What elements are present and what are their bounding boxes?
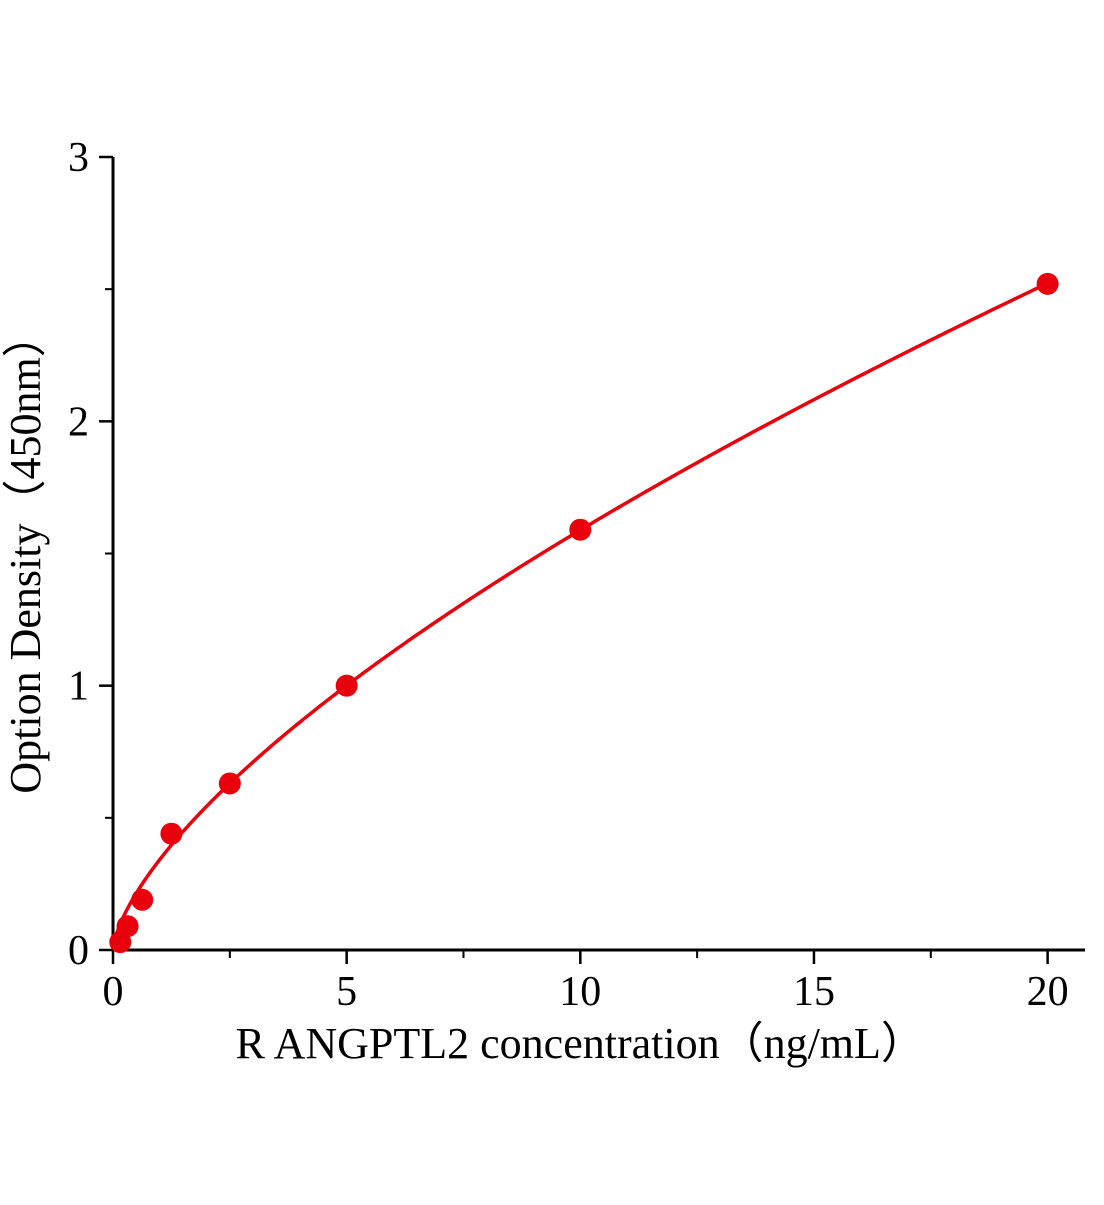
y-tick-label: 3: [68, 135, 89, 181]
y-tick-label: 0: [68, 928, 89, 974]
data-point: [335, 674, 358, 697]
y-tick-label: 1: [68, 664, 89, 710]
x-tick-label: 15: [793, 969, 835, 1015]
y-tick-label: 2: [68, 399, 89, 445]
data-point: [218, 772, 241, 795]
x-axis-title: R ANGPTL2 concentration（ng/mL）: [236, 1019, 925, 1068]
x-tick-label: 0: [103, 969, 124, 1015]
data-point: [160, 822, 183, 845]
x-tick-label: 20: [1027, 969, 1069, 1015]
x-tick-label: 5: [336, 969, 357, 1015]
data-point: [131, 888, 154, 911]
data-point: [1036, 272, 1059, 295]
data-point: [569, 518, 592, 541]
x-tick-label: 10: [559, 969, 601, 1015]
fit-curve: [111, 282, 1048, 948]
y-axis-title: Option Density（450nm）: [1, 313, 50, 793]
data-point: [116, 915, 139, 938]
